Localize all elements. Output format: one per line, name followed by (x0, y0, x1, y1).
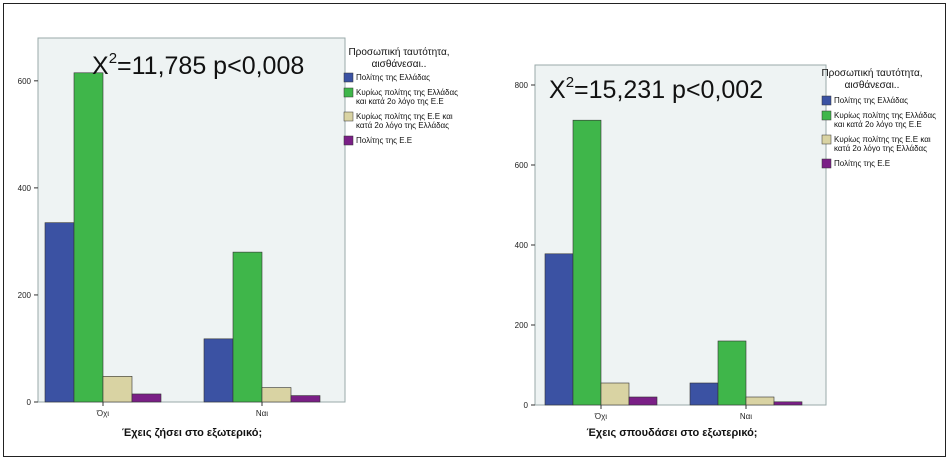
y-tick-label: 400 (18, 184, 32, 193)
y-tick-label: 400 (515, 241, 529, 250)
legend-swatch (821, 134, 832, 145)
bar (73, 72, 104, 403)
legend-label: Κυρίως πολίτης της Ελλάδας (834, 111, 936, 120)
bar (131, 393, 162, 403)
chi-square-annotation: X2=15,231 p<0,002 (549, 74, 763, 104)
legend-label: Πολίτης της Ελλάδας (356, 73, 430, 82)
legend-label: Πολίτης της Ε.Ε (356, 136, 412, 145)
bar (572, 119, 602, 406)
legend-label: και κατά 2ο λόγο της Ε.Ε (834, 120, 922, 129)
x-axis-label: Έχεις ζήσει στο εξωτερικό; (122, 427, 262, 439)
chart-2: 0 200 400 600 800 Όχι Ναι X2=15,231 p<0,002 Προσ… (515, 64, 936, 439)
legend-label: κατά 2ο λόγο της Ελλάδας (834, 144, 927, 153)
legend-label: Πολίτης της Ελλάδας (834, 96, 908, 105)
bar (628, 396, 658, 406)
legend-swatch (821, 110, 832, 121)
x-tick-label: Ναι (256, 409, 268, 418)
bar (745, 396, 775, 406)
legend-swatch (821, 95, 832, 106)
legend-title: Προσωπική ταυτότητα, (821, 67, 922, 79)
y-tick-label: 800 (515, 81, 529, 90)
x-tick-label: Ναι (740, 412, 752, 421)
y-tick-label: 600 (515, 161, 529, 170)
bar (232, 251, 263, 403)
legend-label: Κυρίως πολίτης της Ε.Ε και (834, 135, 931, 144)
bar (544, 253, 574, 406)
y-tick-label: 200 (515, 321, 529, 330)
bar (261, 387, 292, 403)
x-axis-label: Έχεις σπουδάσει στο εξωτερικό; (587, 427, 758, 439)
legend-swatch (821, 158, 832, 169)
y-tick-label: 0 (27, 398, 32, 407)
bar (290, 395, 321, 403)
figure-frame: 0 200 400 600 Όχι Ναι X2=11,785 p<0,008 Προσωπι… (3, 3, 946, 457)
bar (102, 376, 133, 403)
x-tick-label: Όχι (594, 412, 607, 421)
legend-label: κατά 2ο λόγο της Ελλάδας (356, 121, 449, 130)
bar (717, 340, 747, 406)
legend-title: Προσωπική ταυτότητα, (348, 46, 449, 58)
y-tick-label: 0 (524, 401, 529, 410)
legend-swatch (343, 111, 354, 122)
chart-1: 0 200 400 600 Όχι Ναι X2=11,785 p<0,008 Προσωπι… (18, 37, 458, 439)
legend-title: αισθάνεσαι.. (372, 58, 427, 70)
legend-swatch (343, 87, 354, 98)
bar (44, 222, 75, 403)
legend-title: αισθάνεσαι.. (845, 79, 900, 91)
x-tick-label: Όχι (96, 409, 109, 418)
bar (600, 382, 630, 406)
bar (203, 338, 234, 403)
bar (689, 382, 719, 406)
legend-label: και κατά 2ο λόγο της Ε.Ε (356, 97, 444, 106)
legend-label: Κυρίως πολίτης της Ελλάδας (356, 88, 458, 97)
legend-label: Πολίτης της Ε.Ε (834, 159, 890, 168)
legend-swatch (343, 135, 354, 146)
y-tick-label: 200 (18, 291, 32, 300)
y-tick-label: 600 (18, 77, 32, 86)
bar (773, 401, 803, 406)
chi-square-annotation: X2=11,785 p<0,008 (92, 50, 304, 80)
legend-swatch (343, 72, 354, 83)
charts-canvas: 0 200 400 600 Όχι Ναι X2=11,785 p<0,008 Προσωπι… (18, 37, 936, 439)
legend-label: Κυρίως πολίτης της Ε.Ε και (356, 112, 453, 121)
